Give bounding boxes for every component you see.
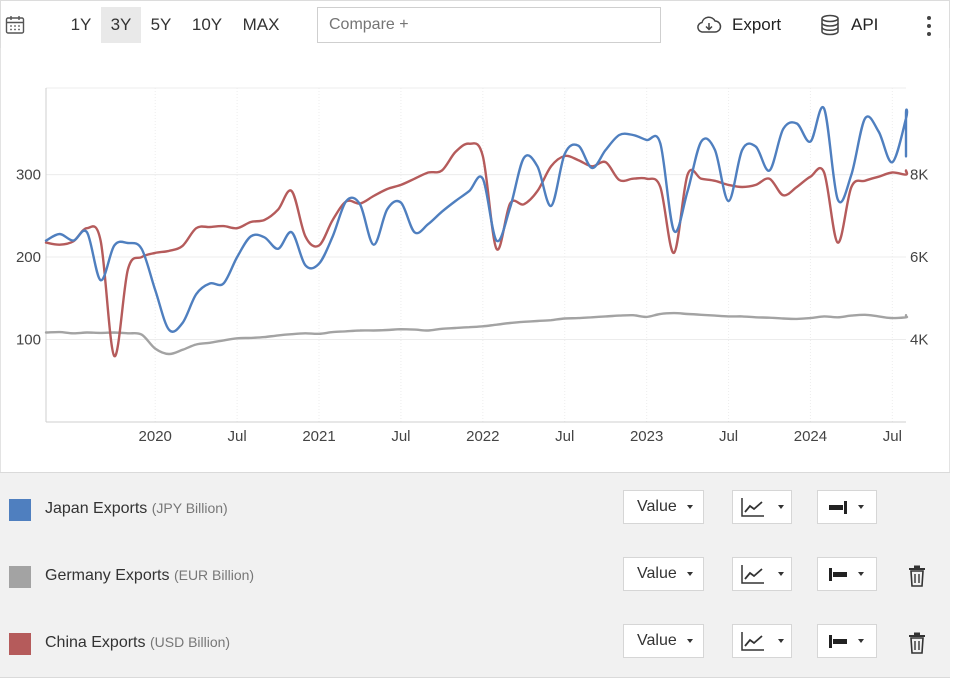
- chart-type-dropdown[interactable]: [732, 557, 792, 591]
- api-button[interactable]: API: [819, 7, 885, 43]
- database-icon: [821, 14, 839, 36]
- trash-icon[interactable]: [908, 565, 926, 587]
- chart-area: 100 200 300 4K 6K 8K 2020 Jul 2021 Jul 2022 Jul 2023…: [0, 48, 950, 472]
- line-chart-icon: [741, 632, 764, 651]
- left-axis-icon: [829, 635, 847, 648]
- caret-down-icon: [858, 639, 864, 643]
- more-options-icon[interactable]: [919, 15, 939, 37]
- series-line-japan-exports: [44, 105, 909, 333]
- series-label: Germany Exports (EUR Billion): [45, 567, 254, 585]
- series-unit: (EUR Billion): [173, 567, 255, 583]
- range-max-button[interactable]: MAX: [242, 15, 280, 34]
- y-right-tick-label: 6K: [910, 249, 928, 266]
- caret-down-icon: [778, 572, 784, 576]
- series-line-china-exports: [44, 142, 909, 358]
- export-label: Export: [732, 15, 782, 34]
- axis-dropdown[interactable]: [817, 624, 877, 658]
- x-tick-label: Jul: [555, 428, 574, 445]
- series-line-germany-exports: [44, 311, 909, 356]
- series-name: Germany Exports: [45, 567, 170, 584]
- chart-type-dropdown[interactable]: [732, 624, 792, 658]
- axis-dropdown[interactable]: [817, 557, 877, 591]
- legend-row-china: China Exports (USD Billion) Value: [0, 615, 950, 671]
- y-left-tick-label: 100: [16, 332, 41, 349]
- y-right-tick-label: 4K: [910, 332, 928, 349]
- x-tick-label: 2020: [139, 428, 172, 445]
- value-dropdown-label: Value: [637, 565, 677, 582]
- value-dropdown[interactable]: Value: [623, 624, 704, 658]
- chart-toolbar: 1Y 3Y 5Y 10Y MAX Export API: [0, 0, 950, 48]
- value-dropdown-label: Value: [637, 498, 677, 515]
- line-chart: 100 200 300 4K 6K 8K 2020 Jul 2021 Jul 2022 Jul 2023…: [16, 87, 928, 445]
- caret-down-icon: [687, 639, 693, 643]
- line-chart-icon: [741, 498, 764, 517]
- line-chart-icon: [741, 565, 764, 584]
- value-dropdown-label: Value: [637, 632, 677, 649]
- y-right-tick-label: 8K: [910, 167, 928, 184]
- calendar-icon[interactable]: [5, 15, 25, 35]
- series-unit: (USD Billion): [149, 634, 231, 650]
- legend-row-japan: Japan Exports (JPY Billion) Value: [0, 481, 950, 537]
- legend-row-germany: Germany Exports (EUR Billion) Value: [0, 548, 950, 604]
- trash-icon[interactable]: [908, 632, 926, 654]
- x-tick-label: Jul: [391, 428, 410, 445]
- x-tick-label: 2022: [466, 428, 499, 445]
- caret-down-icon: [778, 639, 784, 643]
- series-name: Japan Exports: [45, 500, 148, 517]
- value-dropdown[interactable]: Value: [623, 557, 704, 591]
- series-unit: (JPY Billion): [151, 500, 228, 516]
- series-legend: Japan Exports (JPY Billion) Value German…: [0, 472, 950, 678]
- range-3y-button[interactable]: 3Y: [101, 7, 141, 43]
- caret-down-icon: [858, 572, 864, 576]
- series-name: China Exports: [45, 634, 146, 651]
- series-color-swatch: [9, 499, 31, 521]
- value-dropdown[interactable]: Value: [623, 490, 704, 524]
- right-axis-icon: [829, 501, 847, 514]
- caret-down-icon: [858, 505, 864, 509]
- range-1y-button[interactable]: 1Y: [70, 15, 92, 34]
- axis-dropdown[interactable]: [817, 490, 877, 524]
- x-tick-label: 2024: [794, 428, 827, 445]
- series-label: China Exports (USD Billion): [45, 634, 230, 652]
- compare-input[interactable]: [317, 7, 661, 43]
- range-5y-button[interactable]: 5Y: [150, 15, 172, 34]
- x-tick-label: Jul: [228, 428, 247, 445]
- y-left-tick-label: 300: [16, 167, 41, 184]
- caret-down-icon: [778, 505, 784, 509]
- y-left-tick-label: 200: [16, 249, 41, 266]
- x-tick-label: 2023: [630, 428, 663, 445]
- x-tick-label: Jul: [719, 428, 738, 445]
- range-10y-button[interactable]: 10Y: [191, 15, 223, 34]
- series-label: Japan Exports (JPY Billion): [45, 500, 228, 518]
- x-tick-label: 2021: [302, 428, 335, 445]
- cloud-download-icon: [697, 16, 722, 33]
- caret-down-icon: [687, 572, 693, 576]
- left-axis-icon: [829, 568, 847, 581]
- caret-down-icon: [687, 505, 693, 509]
- api-label: API: [851, 15, 879, 34]
- series-color-swatch: [9, 566, 31, 588]
- chart-type-dropdown[interactable]: [732, 490, 792, 524]
- export-button[interactable]: Export: [695, 7, 785, 43]
- x-tick-label: Jul: [883, 428, 902, 445]
- series-color-swatch: [9, 633, 31, 655]
